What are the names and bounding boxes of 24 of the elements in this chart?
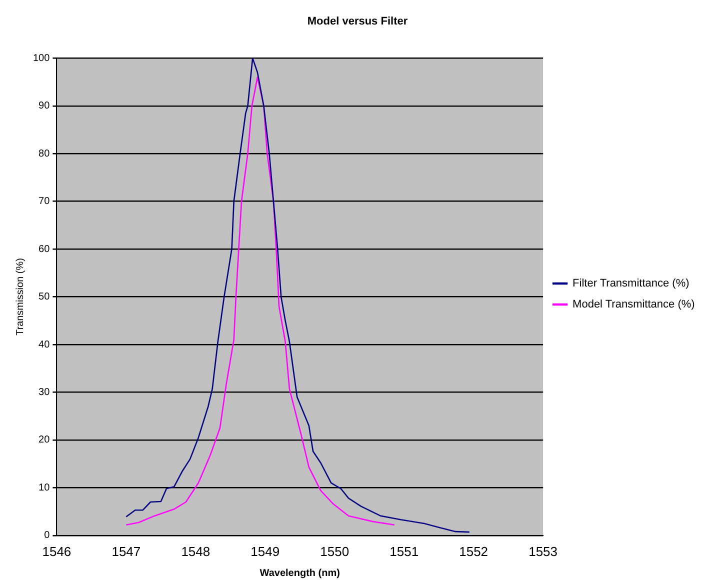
y-tick-label: 80	[38, 148, 50, 160]
x-tick-label: 1549	[250, 544, 280, 559]
y-tick-label: 20	[38, 434, 50, 446]
x-tick-label: 1550	[320, 544, 350, 559]
x-tick-label: 1551	[390, 544, 419, 559]
y-tick-label: 0	[44, 530, 50, 542]
y-tick-label: 90	[38, 100, 50, 112]
y-axis-title: Transmission (%)	[14, 258, 26, 336]
y-tick-label: 30	[38, 386, 50, 398]
x-tick-label: 1547	[112, 544, 141, 559]
x-tick-label: 1552	[459, 544, 488, 559]
y-tick-label: 50	[38, 292, 50, 303]
legend-label: Filter Transmittance (%)	[572, 278, 690, 290]
legend-label: Model Transmittance (%)	[572, 298, 695, 311]
x-tick-label: 1548	[181, 544, 210, 559]
y-tick-label: 70	[38, 196, 50, 208]
x-axis-title: Wavelength (nm)	[260, 568, 340, 579]
x-tick-label: 1546	[42, 544, 72, 559]
y-tick-label: 10	[38, 482, 50, 494]
chart-title: Model versus Filter	[307, 16, 408, 28]
y-tick-label: 40	[38, 339, 50, 350]
x-tick-label: 1553	[528, 544, 558, 559]
y-tick-label: 60	[38, 244, 50, 255]
y-tick-label: 100	[32, 52, 50, 64]
